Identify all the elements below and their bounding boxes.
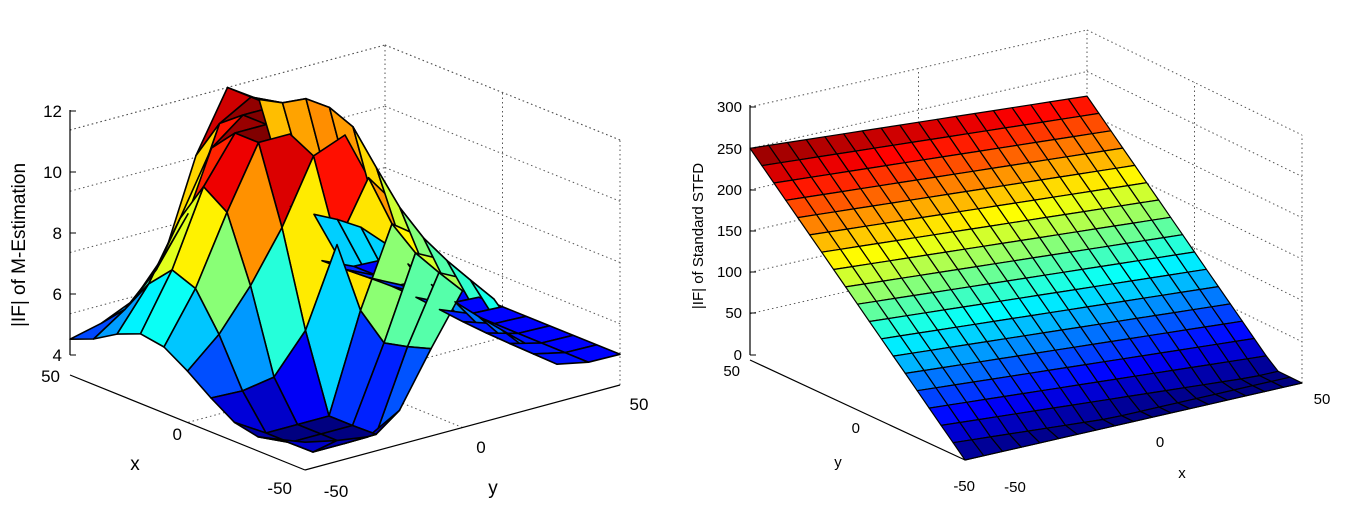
right-grid-line <box>1086 71 1303 177</box>
right-z-tick-label: 150 <box>717 223 742 240</box>
left-grid-line <box>384 44 621 141</box>
left-y-axis-line <box>304 384 621 471</box>
right-surface <box>749 95 1303 461</box>
right-z-axis-label: |IF| of Standard STFD <box>690 163 707 309</box>
left-x-axis-label: x <box>130 454 140 475</box>
right-z-tick-label: 250 <box>717 141 742 158</box>
left-x-tick-label: 50 <box>41 367 60 386</box>
right-z-tick-label: 0 <box>734 347 742 364</box>
left-z-tick-label: 4 <box>53 346 62 365</box>
right-z-tick-label: 100 <box>717 264 742 281</box>
left-surface-patch <box>280 438 338 453</box>
left-x-tick-label: -50 <box>267 479 292 498</box>
left-y-tick-label: 50 <box>630 395 649 414</box>
right-x-tick-label: -50 <box>1004 479 1026 496</box>
right-grid-line <box>1086 29 1303 136</box>
right-y-tick-label: -50 <box>953 478 975 495</box>
left-z-axis-label: |IF| of M-Estimation <box>9 163 30 327</box>
right-z-tick-label: 300 <box>717 99 742 116</box>
right-grid-line <box>1086 236 1303 343</box>
left-z-tick-label: 10 <box>43 163 62 182</box>
left-z-tick-label: 6 <box>53 285 62 304</box>
right-x-tick-label: 0 <box>1156 434 1164 451</box>
left-grid-line <box>384 105 621 202</box>
right-z-tick-label: 200 <box>717 182 742 199</box>
left-plot: 4 6 8 10 12 50 0 -50 -50 0 50 x y |IF| o… <box>9 44 649 501</box>
right-x-tick-label: 50 <box>1314 391 1331 408</box>
right-grid-line <box>749 71 1088 149</box>
right-grid-line <box>1086 153 1303 260</box>
left-y-tick-label: -50 <box>324 482 349 501</box>
right-x-axis-label: x <box>1178 465 1186 482</box>
left-x-axis-line <box>69 374 306 471</box>
left-y-axis-label: y <box>488 478 498 499</box>
right-grid-line <box>749 29 1088 108</box>
left-surface-patch <box>69 308 126 341</box>
left-surface <box>69 86 621 453</box>
left-z-tick-label: 8 <box>53 224 62 243</box>
left-z-tick-label: 12 <box>43 102 62 121</box>
right-grid-line <box>1086 194 1303 301</box>
right-y-axis-label: y <box>834 454 842 471</box>
left-y-tick-label: 0 <box>476 438 485 457</box>
right-z-tick-label: 50 <box>725 305 742 322</box>
right-plot: 0 50 100 150 200 250 300 50 0 -50 -50 0 … <box>690 29 1331 496</box>
left-x-tick-label: 0 <box>173 425 182 444</box>
left-grid-line <box>384 228 621 325</box>
right-grid-line <box>1086 112 1303 219</box>
left-surface-patch <box>532 351 590 366</box>
right-surface-patch <box>952 439 985 461</box>
right-y-tick-label: 0 <box>852 420 860 437</box>
right-y-tick-label: 50 <box>723 363 740 380</box>
right-y-axis-line <box>749 359 966 461</box>
